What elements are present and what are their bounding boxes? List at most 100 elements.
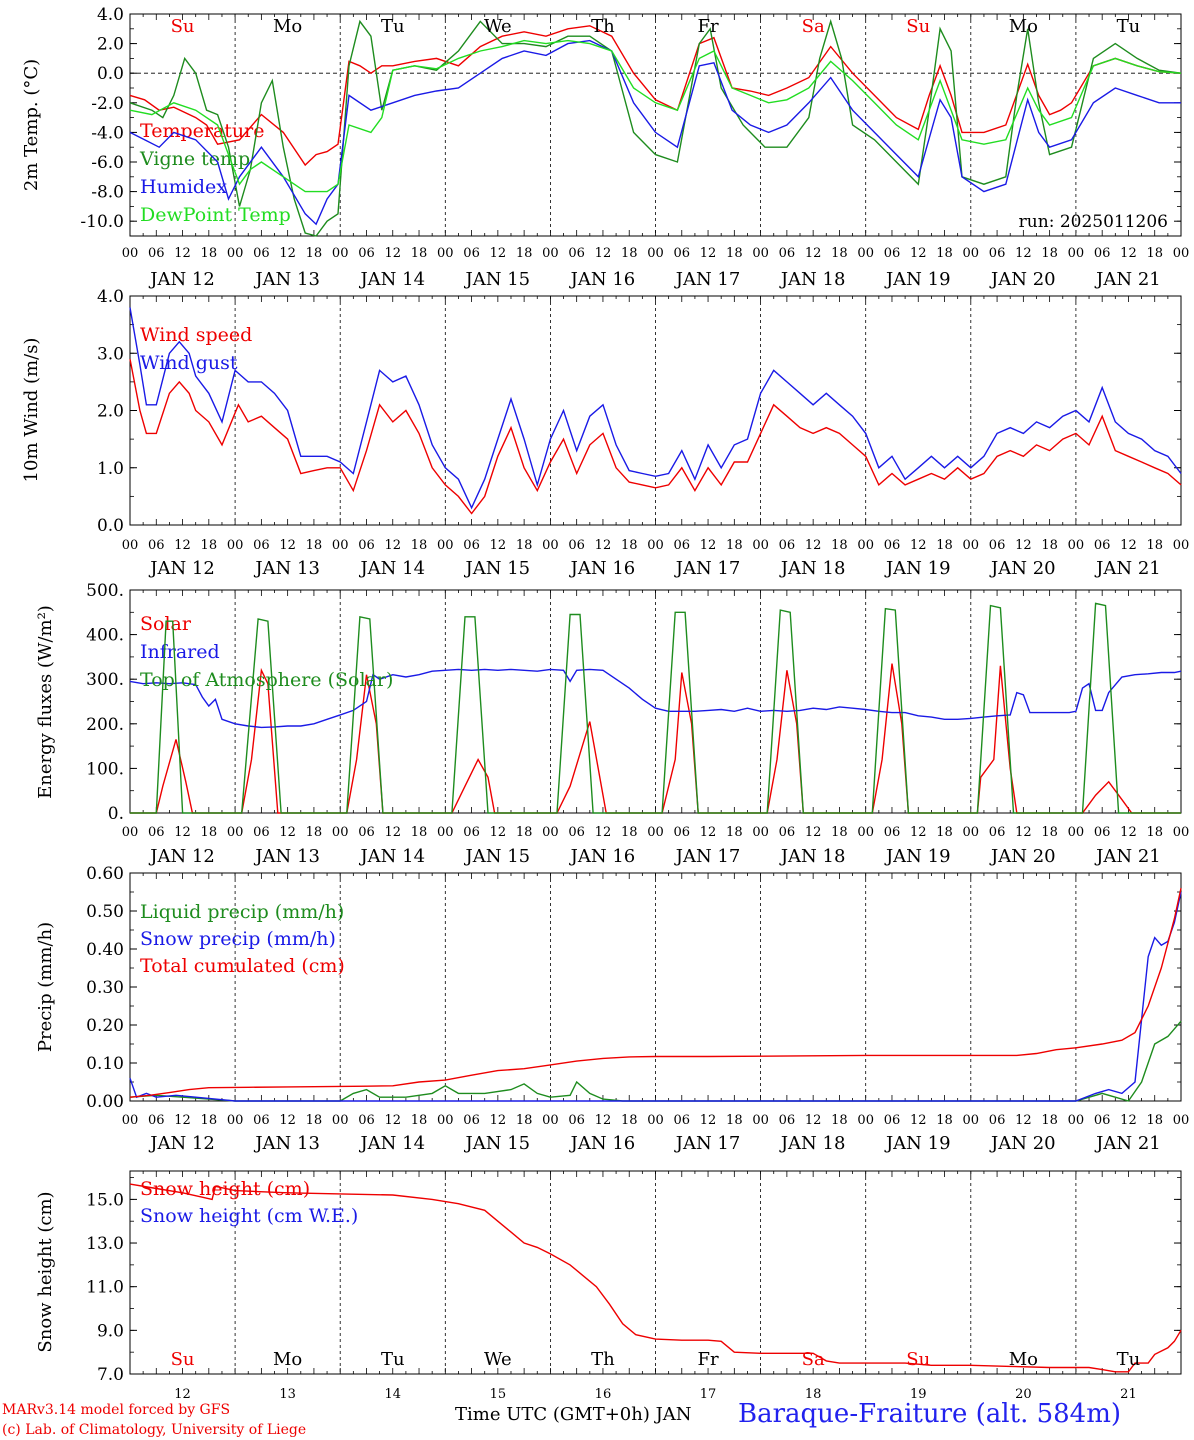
day-label: JAN 15 xyxy=(464,1133,531,1154)
hour-tick-label: 00 xyxy=(647,825,664,840)
hour-tick-label: 12 xyxy=(384,1113,401,1128)
hour-tick-label: 06 xyxy=(253,538,270,553)
weekday-label: Fr xyxy=(698,1349,719,1370)
legend-entry: Liquid precip (mm/h) xyxy=(140,901,344,923)
hour-tick-label: 12 xyxy=(490,825,507,840)
day-label: JAN 12 xyxy=(148,558,215,579)
day-label: JAN 12 xyxy=(148,846,215,867)
day-label: JAN 18 xyxy=(779,1133,846,1154)
hour-tick-label: 12 xyxy=(910,1113,927,1128)
hour-tick-label: 06 xyxy=(148,825,165,840)
hour-tick-label: 18 xyxy=(831,1113,848,1128)
day-label: JAN 16 xyxy=(569,846,636,867)
hour-tick-label: 00 xyxy=(1173,538,1190,553)
day-label: JAN 20 xyxy=(989,558,1056,579)
hour-tick-label: 18 xyxy=(726,1113,743,1128)
hour-tick-label: 06 xyxy=(779,538,796,553)
hour-tick-label: 00 xyxy=(752,538,769,553)
y-tick-label: 1.0 xyxy=(97,459,124,479)
hour-tick-label: 00 xyxy=(752,246,769,261)
hour-tick-label: 00 xyxy=(647,538,664,553)
hour-tick-label: 18 xyxy=(306,538,323,553)
weekday-label: Mo xyxy=(273,16,302,37)
hour-tick-label: 12 xyxy=(490,246,507,261)
hour-tick-label: 18 xyxy=(201,246,218,261)
hour-tick-label: 00 xyxy=(1068,246,1085,261)
day-label: JAN 13 xyxy=(253,1133,320,1154)
hour-tick-label: 18 xyxy=(1041,538,1058,553)
hour-tick-label: 00 xyxy=(752,1113,769,1128)
day-number-label: 19 xyxy=(910,1387,927,1402)
hour-tick-label: 12 xyxy=(595,825,612,840)
day-label: JAN 13 xyxy=(253,269,320,290)
day-label: JAN 18 xyxy=(779,558,846,579)
hour-tick-label: 06 xyxy=(1094,825,1111,840)
hour-tick-label: 00 xyxy=(857,825,874,840)
y-tick-label: 0.50 xyxy=(86,902,124,922)
hour-tick-label: 12 xyxy=(1015,246,1032,261)
hour-tick-label: 06 xyxy=(674,825,691,840)
hour-tick-label: 18 xyxy=(621,538,638,553)
y-axis-label: Energy fluxes (W/m²) xyxy=(35,605,56,799)
weekday-label: Th xyxy=(591,1349,615,1370)
hour-tick-label: 06 xyxy=(463,538,480,553)
hour-tick-label: 00 xyxy=(437,825,454,840)
y-tick-label: 0.0 xyxy=(97,64,124,84)
hour-tick-label: 12 xyxy=(490,1113,507,1128)
hour-tick-label: 18 xyxy=(936,246,953,261)
hour-tick-label: 06 xyxy=(463,1113,480,1128)
y-tick-label: 0.40 xyxy=(86,940,124,960)
day-number-label: 15 xyxy=(490,1387,507,1402)
legend-entry: Total cumulated (cm) xyxy=(140,955,345,977)
day-label: JAN 16 xyxy=(569,558,636,579)
y-tick-label: 7.0 xyxy=(97,1365,124,1385)
hour-tick-label: 12 xyxy=(700,246,717,261)
hour-tick-label: 12 xyxy=(1015,825,1032,840)
series-line xyxy=(129,888,1182,1098)
hour-tick-label: 18 xyxy=(306,1113,323,1128)
legend-entry: Temperature xyxy=(140,120,264,142)
hour-tick-label: 00 xyxy=(963,825,980,840)
hour-tick-label: 12 xyxy=(910,246,927,261)
hour-tick-label: 12 xyxy=(1015,538,1032,553)
hour-tick-label: 06 xyxy=(253,246,270,261)
series-line xyxy=(129,1183,1182,1373)
hour-tick-label: 18 xyxy=(516,1113,533,1128)
day-label: JAN 14 xyxy=(358,558,425,579)
hour-tick-label: 12 xyxy=(490,538,507,553)
hour-tick-label: 18 xyxy=(831,825,848,840)
y-tick-label: 400. xyxy=(86,626,124,646)
hour-tick-label: 18 xyxy=(306,825,323,840)
hour-tick-label: 12 xyxy=(805,246,822,261)
hour-tick-label: 12 xyxy=(384,246,401,261)
day-number-label: 14 xyxy=(384,1387,401,1402)
hour-tick-label: 18 xyxy=(201,1113,218,1128)
legend-entry: Snow height (cm) xyxy=(140,1178,310,1200)
day-label: JAN 15 xyxy=(464,269,531,290)
y-tick-label: 13.0 xyxy=(86,1234,124,1254)
hour-tick-label: 06 xyxy=(568,1113,585,1128)
hour-tick-label: 18 xyxy=(516,538,533,553)
day-label: JAN 17 xyxy=(674,846,741,867)
hour-tick-label: 12 xyxy=(595,246,612,261)
hour-tick-label: 12 xyxy=(805,1113,822,1128)
hour-tick-label: 12 xyxy=(1120,825,1137,840)
y-tick-label: 0. xyxy=(108,804,124,824)
hour-tick-label: 00 xyxy=(227,825,244,840)
hour-tick-label: 06 xyxy=(148,246,165,261)
hour-tick-label: 00 xyxy=(332,538,349,553)
weekday-label: Mo xyxy=(1009,16,1038,37)
day-label: JAN 16 xyxy=(569,1133,636,1154)
hour-tick-label: 06 xyxy=(779,825,796,840)
hour-tick-label: 18 xyxy=(621,246,638,261)
series-line xyxy=(129,39,1182,193)
hour-tick-label: 00 xyxy=(227,246,244,261)
hour-tick-label: 00 xyxy=(122,825,139,840)
day-label: JAN 13 xyxy=(253,846,320,867)
hour-tick-label: 06 xyxy=(568,825,585,840)
hour-tick-label: 12 xyxy=(805,825,822,840)
day-label: JAN 21 xyxy=(1094,558,1161,579)
hour-tick-label: 18 xyxy=(306,246,323,261)
y-tick-label: 3.0 xyxy=(97,344,124,364)
hour-tick-label: 18 xyxy=(1146,246,1163,261)
